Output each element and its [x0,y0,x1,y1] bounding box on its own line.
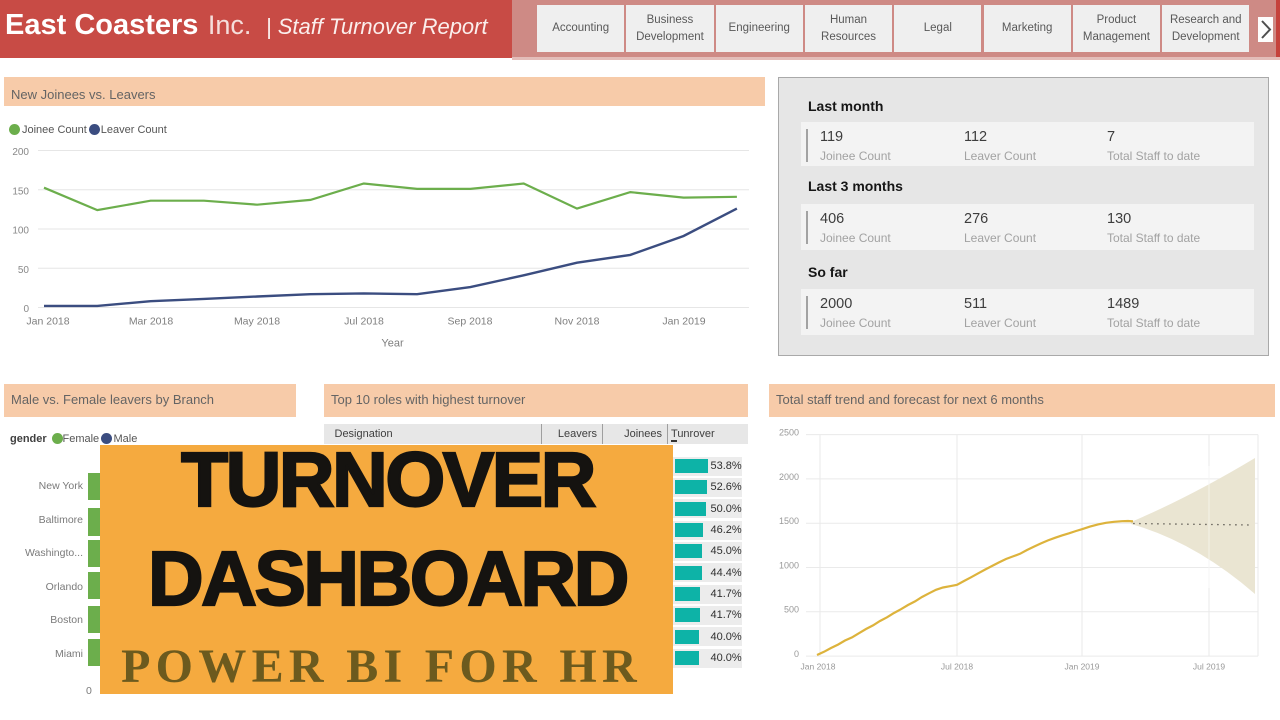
svg-text:200: 200 [12,147,29,158]
svg-text:Jan 2018: Jan 2018 [801,662,836,672]
svg-text:50: 50 [18,265,30,276]
svg-text:Mar 2018: Mar 2018 [129,316,174,328]
svg-text:2000: 2000 [779,472,799,482]
svg-text:0: 0 [23,304,29,315]
svg-text:1000: 1000 [779,560,799,570]
svg-text:150: 150 [12,186,29,197]
svg-text:Year: Year [381,338,404,350]
svg-text:Jul 2018: Jul 2018 [941,662,973,672]
svg-text:500: 500 [784,605,799,615]
svg-text:2500: 2500 [779,428,799,438]
svg-text:100: 100 [12,226,29,237]
svg-text:Sep 2018: Sep 2018 [448,316,493,328]
svg-text:Nov 2018: Nov 2018 [555,316,600,328]
svg-text:Jan 2019: Jan 2019 [662,316,705,328]
svg-text:Jul 2018: Jul 2018 [344,316,384,328]
svg-text:1500: 1500 [779,516,799,526]
svg-text:Jul 2019: Jul 2019 [1193,662,1225,672]
svg-text:May 2018: May 2018 [234,316,280,328]
svg-text:0: 0 [794,649,799,659]
svg-text:Jan 2019: Jan 2019 [1065,662,1100,672]
svg-text:Jan 2018: Jan 2018 [26,316,69,328]
